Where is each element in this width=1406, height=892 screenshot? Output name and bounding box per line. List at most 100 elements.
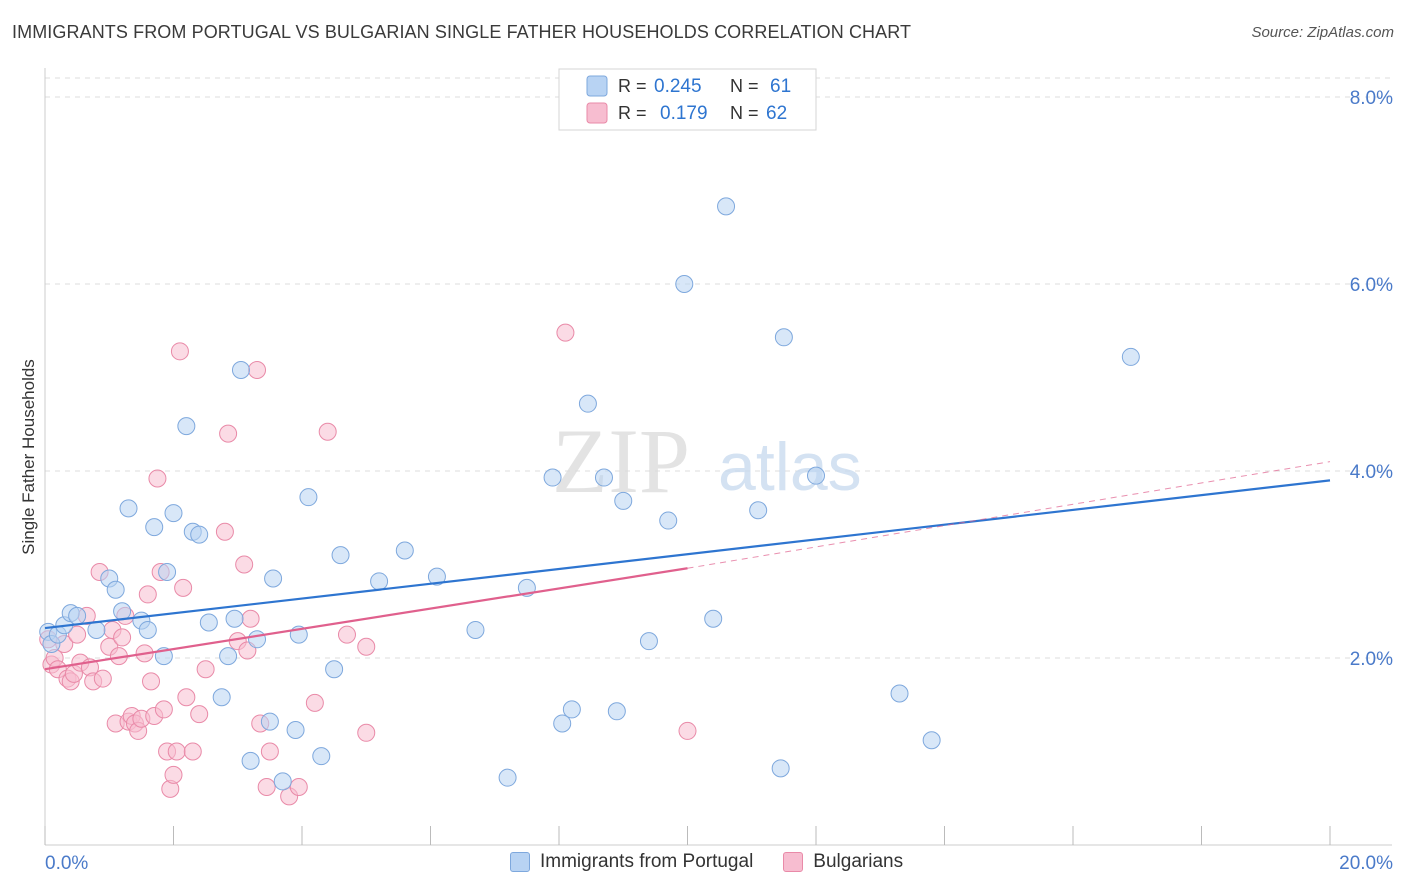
portugal-point-19 [190,525,209,544]
portugal-point-33 [312,747,331,766]
x-tick-label-start: 0.0% [45,853,88,874]
legend-n-label-1: N = [730,76,759,96]
portugal-point-39 [466,620,485,639]
bulgarians-point-61 [678,721,697,740]
portugal-point-45 [578,394,597,413]
bulgarians-point-51 [257,778,276,797]
legend-n-value-1: 61 [770,76,791,97]
portugal-point-12 [138,620,157,639]
bulgarians-trend-extension [687,461,1331,569]
bulgarians-point-43 [215,522,234,541]
portugal-point-28 [264,569,283,588]
x-tick-label-end: 20.0% [1339,853,1393,874]
bulgarians-point-30 [148,469,167,488]
legend-label-bulgarians: Bulgarians [813,851,904,872]
portugal-point-16 [164,504,183,523]
portugal-point-52 [704,609,723,628]
bulgarians-point-59 [357,637,376,656]
series-legend: Immigrants from Portugal Bulgarians [510,851,933,873]
portugal-point-58 [890,684,909,703]
portugal-point-30 [286,720,305,739]
bulgarians-point-40 [183,742,202,761]
portugal-point-35 [331,546,350,565]
portugal-point-44 [562,700,581,719]
bulgarians-point-27 [138,585,157,604]
y-tick-label-4: 4.0% [1350,462,1393,483]
portugal-point-48 [614,491,633,510]
bulgarians-point-38 [174,578,193,597]
portugal-point-5 [68,606,87,625]
legend-swatch-bulgarians-bottom [783,852,804,872]
bulgarians-point-42 [196,660,215,679]
legend-r-label-1: R = [618,76,647,96]
bulgarians-point-39 [177,688,196,707]
portugal-point-60 [1121,347,1140,366]
y-axis-label: Single Father Households [19,359,38,555]
bulgarians-point-48 [241,609,260,628]
bulgarians-points [39,323,697,806]
legend-item-portugal: Immigrants from Portugal [510,851,753,873]
portugal-point-42 [543,468,562,487]
bulgarians-point-56 [305,693,324,712]
portugal-point-40 [498,768,517,787]
bulgarians-point-36 [167,742,186,761]
bulgarians-point-37 [170,342,189,361]
portugal-point-13 [145,518,164,537]
watermark-atlas: atlas [718,429,862,505]
portugal-point-10 [119,499,138,518]
portugal-point-27 [260,712,279,731]
chart-title: IMMIGRANTS FROM PORTUGAL VS BULGARIAN SI… [12,22,912,42]
portugal-points [39,197,1140,791]
portugal-point-59 [922,731,941,750]
portugal-point-38 [427,567,446,586]
legend-swatch-portugal-bottom [510,852,530,872]
portugal-point-24 [231,361,250,380]
axis-layer: 2.0% 4.0% 6.0% 8.0% 0.0% 20.0% [44,68,1393,874]
portugal-point-51 [675,275,694,293]
bulgarians-point-55 [318,422,337,441]
bulgarians-point-14 [93,669,112,688]
portugal-point-32 [299,488,318,507]
portugal-point-37 [395,541,414,560]
bulgarians-point-19 [113,628,132,647]
portugal-point-6 [87,620,106,639]
portugal-point-57 [807,466,825,485]
portugal-point-25 [241,751,260,770]
bulgarians-point-58 [357,723,376,742]
bulgarians-point-46 [235,555,254,574]
bulgarians-point-35 [164,765,183,784]
bulgarians-point-54 [289,778,308,797]
stats-legend: R = 0.245 N = 61 R = 0.179 N = 62 [558,68,817,131]
portugal-point-36 [370,572,389,591]
bulgarians-point-44 [219,424,238,443]
bulgarians-point-60 [556,323,575,342]
portugal-trend-line [44,479,1331,630]
legend-label-portugal: Immigrants from Portugal [540,851,754,872]
portugal-point-55 [771,759,790,778]
portugal-point-20 [199,613,218,632]
portugal-point-56 [774,328,793,347]
bulgarians-point-49 [248,361,267,380]
portugal-point-49 [639,632,658,651]
portugal-point-34 [325,660,344,679]
portugal-point-50 [659,511,678,530]
portugal-point-47 [607,702,626,721]
legend-item-bulgarians: Bulgarians [783,851,903,873]
bulgarians-point-41 [190,705,209,724]
bulgarians-point-28 [142,672,161,691]
legend-swatch-portugal [586,75,608,97]
y-tick-label-2: 2.0% [1350,649,1393,670]
bulgarians-point-8 [68,625,87,644]
bulgarians-point-32 [154,700,173,719]
chart-source: Source: ZipAtlas.com [1251,24,1394,41]
portugal-point-21 [212,688,231,707]
portugal-point-22 [219,647,238,666]
portugal-point-15 [158,562,177,581]
watermark: ZIP atlas [552,410,862,512]
portugal-point-54 [749,501,768,520]
portugal-point-17 [177,417,196,436]
y-tick-label-6: 6.0% [1350,275,1393,296]
portugal-point-26 [248,630,267,649]
legend-r-value-2: 0.179 [660,103,708,124]
